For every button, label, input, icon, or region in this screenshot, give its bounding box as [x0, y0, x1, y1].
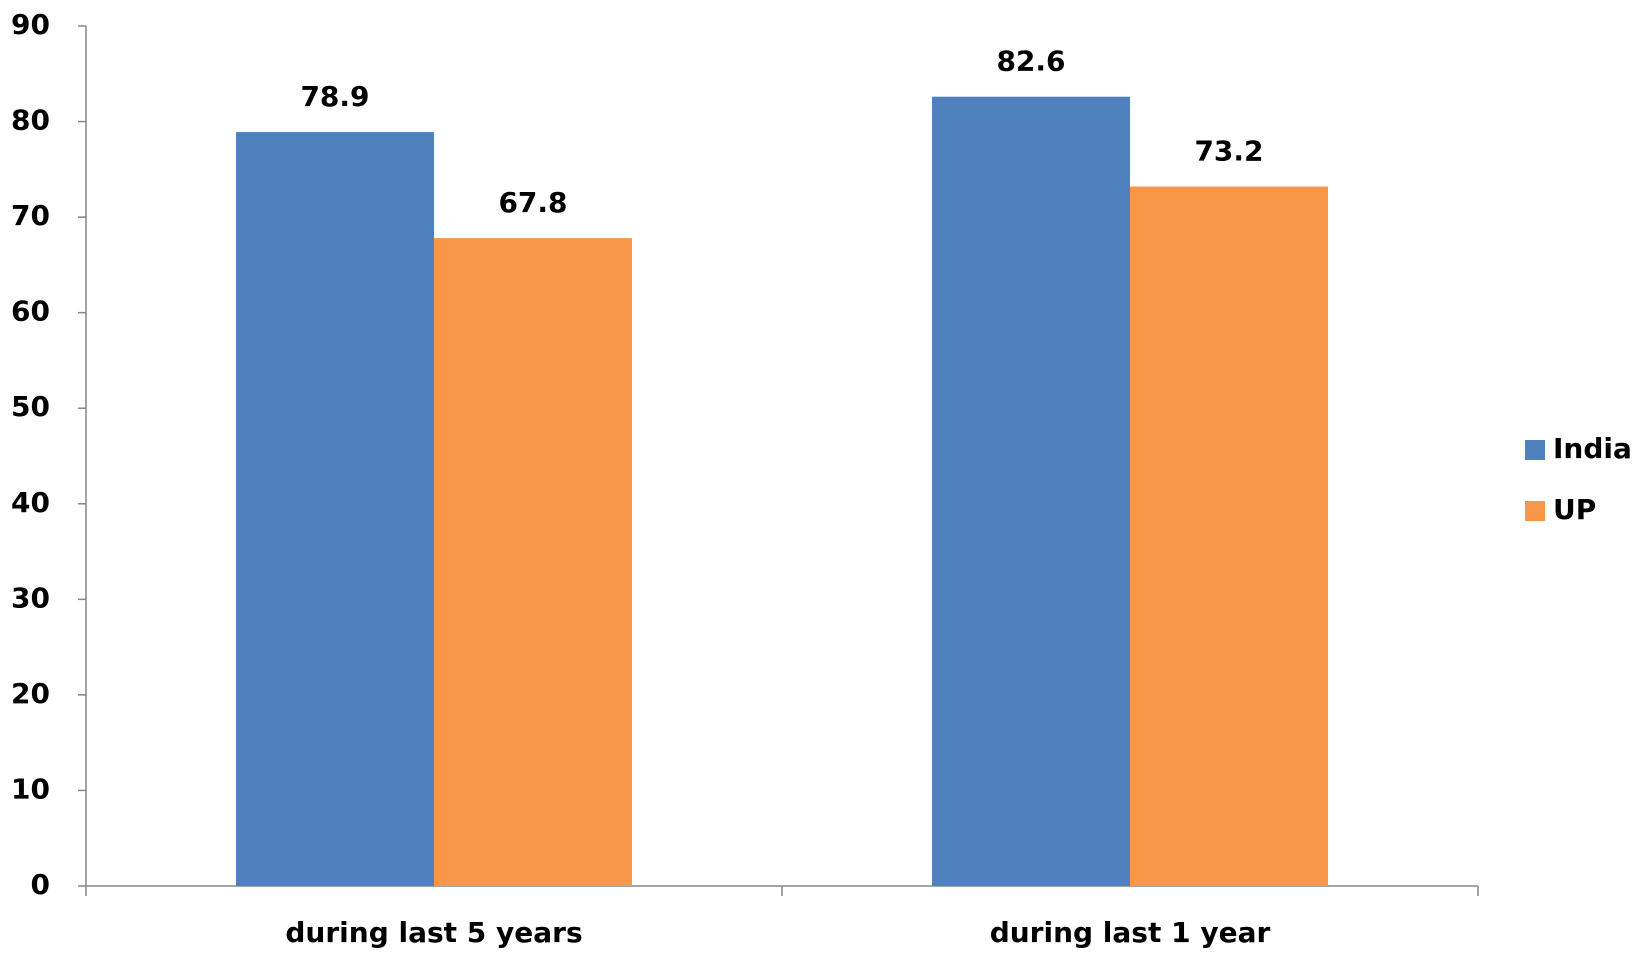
y-tick-label: 70: [11, 199, 50, 232]
y-tick-label: 0: [31, 868, 50, 901]
y-tick-label: 40: [11, 486, 50, 519]
value-label: 67.8: [498, 186, 567, 219]
y-tick-label: 90: [11, 8, 50, 41]
bar: [434, 238, 632, 887]
y-tick-label: 10: [11, 772, 50, 805]
bar: [932, 96, 1130, 886]
x-tick-label: during last 1 year: [990, 916, 1271, 949]
y-tick-label: 50: [11, 390, 50, 423]
bar: [236, 132, 434, 887]
value-label: 82.6: [996, 45, 1065, 78]
legend-label: UP: [1553, 493, 1596, 526]
y-tick-label: 60: [11, 295, 50, 328]
y-tick-label: 20: [11, 677, 50, 710]
legend-swatch: [1525, 440, 1545, 460]
legend-label: India: [1553, 432, 1632, 465]
bar: [1130, 186, 1328, 887]
legend-swatch: [1525, 501, 1545, 521]
x-tick-label: during last 5 years: [285, 916, 582, 949]
value-label: 73.2: [1194, 135, 1263, 168]
y-tick-label: 80: [11, 104, 50, 137]
value-label: 78.9: [300, 80, 369, 113]
y-tick-label: 30: [11, 581, 50, 614]
